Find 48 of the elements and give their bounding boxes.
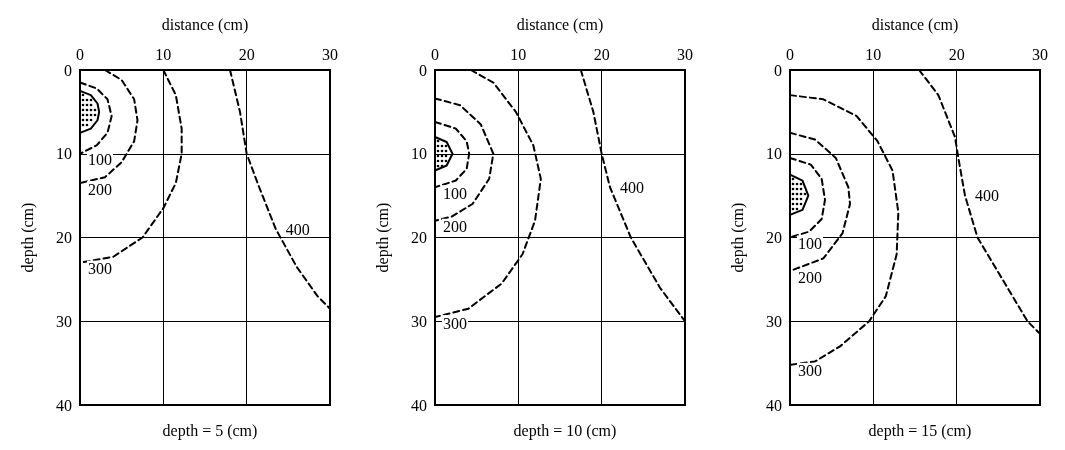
text: depth = 5 (cm) (162, 421, 258, 440)
series-label: 300 (88, 260, 112, 278)
y-tick-label: 0 (419, 61, 427, 79)
x-tick-label: 30 (1032, 45, 1048, 63)
x-tick-label: 10 (865, 45, 882, 63)
series-label: 300 (443, 314, 467, 332)
series-label: 200 (88, 180, 112, 198)
text: depth = 10 (cm) (513, 421, 617, 440)
series-label: 200 (798, 268, 822, 286)
series-label: 100 (88, 151, 112, 169)
y-tick-label: 40 (766, 396, 782, 414)
y-tick-label: 0 (64, 61, 72, 79)
x-tick-label: 20 (593, 45, 610, 63)
y-tick-label: 30 (56, 312, 72, 330)
y-axis-title: depth (cm) (728, 202, 747, 273)
y-axis-title: depth (cm) (373, 202, 392, 273)
x-tick-label: 0 (431, 45, 439, 63)
series-label: 200 (443, 218, 467, 236)
x-tick-label: 10 (155, 45, 172, 63)
series-label: 100 (443, 184, 467, 202)
y-tick-label: 0 (774, 61, 782, 79)
series-label: 300 (798, 362, 822, 380)
x-tick-label: 0 (76, 45, 84, 63)
series-label: 100 (798, 235, 822, 252)
series-label: 400 (285, 220, 310, 238)
text: depth = 15 (cm) (868, 421, 972, 440)
y-tick-label: 40 (56, 396, 72, 414)
x-axis-title: distance (cm) (516, 15, 604, 34)
x-tick-label: 30 (677, 45, 693, 63)
x-tick-label: 30 (322, 45, 338, 63)
y-axis-title: depth (cm) (18, 202, 37, 273)
y-tick-label: 20 (411, 229, 427, 246)
x-axis-title: distance (cm) (161, 15, 249, 34)
x-tick-label: 20 (238, 45, 255, 63)
series-label: 400 (620, 178, 644, 196)
x-tick-label: 20 (948, 45, 965, 63)
x-tick-label: 0 (786, 45, 794, 63)
series-label: 400 (975, 187, 999, 205)
x-axis-title: distance (cm) (871, 15, 959, 34)
y-tick-label: 20 (766, 229, 782, 246)
y-tick-label: 30 (766, 312, 782, 330)
y-tick-label: 40 (411, 396, 427, 414)
y-tick-label: 10 (766, 145, 782, 163)
y-tick-label: 10 (56, 145, 72, 163)
y-tick-label: 10 (411, 145, 427, 163)
y-tick-label: 30 (411, 312, 427, 330)
x-tick-label: 10 (510, 45, 527, 63)
y-tick-label: 20 (56, 229, 72, 246)
